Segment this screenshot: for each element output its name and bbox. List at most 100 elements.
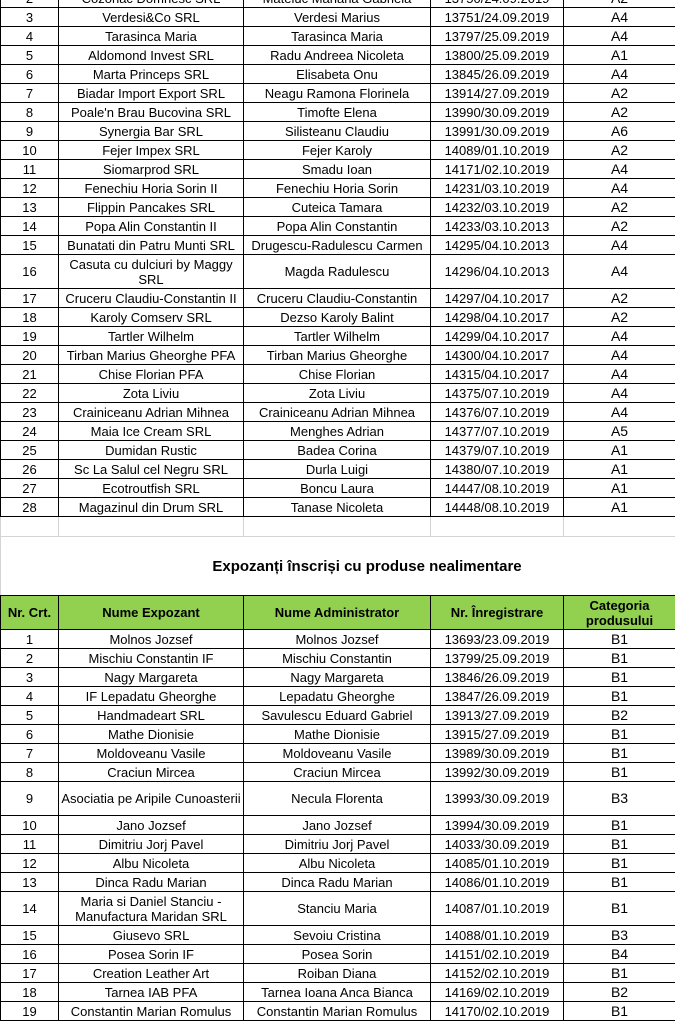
cell-nr-inregistrare[interactable]: 14295/04.10.2013 bbox=[430, 235, 564, 255]
cell-categorie[interactable]: A2 bbox=[563, 0, 675, 8]
cell-categorie[interactable]: A4 bbox=[563, 364, 675, 384]
cell-categorie[interactable]: A2 bbox=[563, 140, 675, 160]
cell-nr-inregistrare[interactable]: 14089/01.10.2019 bbox=[430, 140, 564, 160]
cell-nr-inregistrare[interactable]: 13990/30.09.2019 bbox=[430, 102, 564, 122]
cell-nr-crt[interactable]: 7 bbox=[0, 743, 59, 763]
cell-nume-expozant[interactable]: Flippin Pancakes SRL bbox=[58, 197, 244, 217]
cell-nume-administrator[interactable]: Roiban Diana bbox=[243, 963, 431, 983]
cell-categorie[interactable]: B1 bbox=[563, 872, 675, 892]
cell-nume-administrator[interactable]: Nagy Margareta bbox=[243, 667, 431, 687]
cell-nume-expozant[interactable]: Zota Liviu bbox=[58, 383, 244, 403]
cell-nume-expozant[interactable]: Asociatia pe Aripile Cunoasterii bbox=[58, 781, 244, 816]
cell-nr-crt[interactable]: 11 bbox=[0, 159, 59, 179]
cell-categorie[interactable]: B4 bbox=[563, 944, 675, 964]
cell-nume-expozant[interactable]: Aldomond Invest SRL bbox=[58, 45, 244, 65]
cell-categorie[interactable]: B1 bbox=[563, 853, 675, 873]
cell-nume-expozant[interactable]: Tarasinca Maria bbox=[58, 26, 244, 46]
cell-nume-expozant[interactable]: Tarnea IAB PFA bbox=[58, 982, 244, 1002]
cell-categorie[interactable]: B2 bbox=[563, 982, 675, 1002]
cell-nr-crt[interactable]: 3 bbox=[0, 667, 59, 687]
cell-nume-administrator[interactable]: Boncu Laura bbox=[243, 478, 431, 498]
cell-nume-administrator[interactable]: Albu Nicoleta bbox=[243, 853, 431, 873]
cell-nr-crt[interactable]: 16 bbox=[0, 944, 59, 964]
cell-nume-expozant[interactable]: Albu Nicoleta bbox=[58, 853, 244, 873]
cell-nr-inregistrare[interactable]: 14448/08.10.2019 bbox=[430, 497, 564, 517]
cell-categorie[interactable]: A1 bbox=[563, 45, 675, 65]
cell-nr-crt[interactable]: 21 bbox=[0, 364, 59, 384]
cell-categorie[interactable]: A4 bbox=[563, 159, 675, 179]
cell-nume-administrator[interactable]: Tarasinca Maria bbox=[243, 26, 431, 46]
cell-nume-administrator[interactable]: Crainiceanu Adrian Mihnea bbox=[243, 402, 431, 422]
cell-nr-crt[interactable]: 14 bbox=[0, 216, 59, 236]
cell-nume-expozant[interactable]: Fenechiu Horia Sorin II bbox=[58, 178, 244, 198]
cell-nume-expozant[interactable]: Fejer Impex SRL bbox=[58, 140, 244, 160]
cell-nr-crt[interactable]: 10 bbox=[0, 140, 59, 160]
cell-categorie[interactable]: A4 bbox=[563, 254, 675, 289]
cell-nr-inregistrare[interactable]: 13800/25.09.2019 bbox=[430, 45, 564, 65]
cell-categorie[interactable]: B1 bbox=[563, 963, 675, 983]
cell-nr-inregistrare[interactable]: 13797/25.09.2019 bbox=[430, 26, 564, 46]
cell-categorie[interactable]: B1 bbox=[563, 815, 675, 835]
cell-categorie[interactable]: B2 bbox=[563, 705, 675, 725]
cell-nume-administrator[interactable]: Drugescu-Radulescu Carmen bbox=[243, 235, 431, 255]
cell-nr-inregistrare[interactable]: 13994/30.09.2019 bbox=[430, 815, 564, 835]
cell[interactable] bbox=[0, 536, 59, 596]
cell-nume-administrator[interactable]: Badea Corina bbox=[243, 440, 431, 460]
cell-nr-crt[interactable]: 2 bbox=[0, 0, 59, 8]
cell-nume-expozant[interactable]: Maia Ice Cream SRL bbox=[58, 421, 244, 441]
cell-nume-expozant[interactable]: Jano Jozsef bbox=[58, 815, 244, 835]
cell-nume-expozant[interactable]: Cozonac Domnesc SRL bbox=[58, 0, 244, 8]
cell-nr-crt[interactable]: 6 bbox=[0, 724, 59, 744]
cell-nume-administrator[interactable]: Popa Alin Constantin bbox=[243, 216, 431, 236]
cell-nume-administrator[interactable]: Necula Florenta bbox=[243, 781, 431, 816]
cell-nume-expozant[interactable]: Marta Princeps SRL bbox=[58, 64, 244, 84]
cell-nr-crt[interactable]: 13 bbox=[0, 872, 59, 892]
cell-nr-crt[interactable]: 28 bbox=[0, 497, 59, 517]
cell-nume-expozant[interactable]: Dinca Radu Marian bbox=[58, 872, 244, 892]
cell-nr-inregistrare[interactable]: 14085/01.10.2019 bbox=[430, 853, 564, 873]
cell[interactable] bbox=[243, 516, 431, 537]
cell-nume-administrator[interactable]: Tirban Marius Gheorghe bbox=[243, 345, 431, 365]
cell-nume-administrator[interactable]: Radu Andreea Nicoleta bbox=[243, 45, 431, 65]
cell[interactable] bbox=[430, 516, 564, 537]
cell-nr-inregistrare[interactable]: 13846/26.09.2019 bbox=[430, 667, 564, 687]
cell-nume-expozant[interactable]: Casuta cu dulciuri by Maggy SRL bbox=[58, 254, 244, 289]
cell-categorie[interactable]: A4 bbox=[563, 178, 675, 198]
cell-nume-expozant[interactable]: Ecotroutfish SRL bbox=[58, 478, 244, 498]
cell-nr-inregistrare[interactable]: 14232/03.10.2019 bbox=[430, 197, 564, 217]
cell-nume-expozant[interactable]: Mischiu Constantin IF bbox=[58, 648, 244, 668]
cell-categorie[interactable]: A1 bbox=[563, 459, 675, 479]
cell-categorie[interactable]: A4 bbox=[563, 7, 675, 27]
cell-nr-crt[interactable]: 27 bbox=[0, 478, 59, 498]
cell-nume-expozant[interactable]: Cruceru Claudiu-Constantin II bbox=[58, 288, 244, 308]
cell-nume-administrator[interactable]: Posea Sorin bbox=[243, 944, 431, 964]
cell-categorie[interactable]: A2 bbox=[563, 288, 675, 308]
cell-nr-crt[interactable]: 1 bbox=[0, 629, 59, 649]
cell-nume-administrator[interactable]: Elisabeta Onu bbox=[243, 64, 431, 84]
cell-nr-inregistrare[interactable]: 14171/02.10.2019 bbox=[430, 159, 564, 179]
cell-nr-crt[interactable]: 12 bbox=[0, 178, 59, 198]
cell-nume-administrator[interactable]: Dinca Radu Marian bbox=[243, 872, 431, 892]
cell-nr-inregistrare[interactable]: 13913/27.09.2019 bbox=[430, 705, 564, 725]
cell-nume-administrator[interactable]: Tarnea Ioana Anca Bianca bbox=[243, 982, 431, 1002]
cell-nr-inregistrare[interactable]: 14296/04.10.2013 bbox=[430, 254, 564, 289]
cell-nr-crt[interactable]: 25 bbox=[0, 440, 59, 460]
cell-nr-inregistrare[interactable]: 13991/30.09.2019 bbox=[430, 121, 564, 141]
cell-nume-administrator[interactable]: Cruceru Claudiu-Constantin bbox=[243, 288, 431, 308]
cell[interactable] bbox=[58, 516, 244, 537]
cell-categorie[interactable]: B1 bbox=[563, 686, 675, 706]
cell-nume-administrator[interactable]: Cuteica Tamara bbox=[243, 197, 431, 217]
cell-nr-crt[interactable]: 19 bbox=[0, 326, 59, 346]
cell-categorie[interactable]: B1 bbox=[563, 667, 675, 687]
cell-nr-crt[interactable]: 2 bbox=[0, 648, 59, 668]
cell-nr-inregistrare[interactable]: 14300/04.10.2017 bbox=[430, 345, 564, 365]
cell-nr-crt[interactable]: 15 bbox=[0, 925, 59, 945]
cell-categorie[interactable]: A6 bbox=[563, 121, 675, 141]
cell-nume-expozant[interactable]: Sc La Salul cel Negru SRL bbox=[58, 459, 244, 479]
cell-nume-expozant[interactable]: Tirban Marius Gheorghe PFA bbox=[58, 345, 244, 365]
cell-nr-crt[interactable]: 23 bbox=[0, 402, 59, 422]
cell-nr-inregistrare[interactable]: 13693/23.09.2019 bbox=[430, 629, 564, 649]
cell-categorie[interactable]: A4 bbox=[563, 326, 675, 346]
cell-nr-inregistrare[interactable]: 14447/08.10.2019 bbox=[430, 478, 564, 498]
cell-nume-expozant[interactable]: Maria si Daniel Stanciu - Manufactura Ma… bbox=[58, 891, 244, 926]
